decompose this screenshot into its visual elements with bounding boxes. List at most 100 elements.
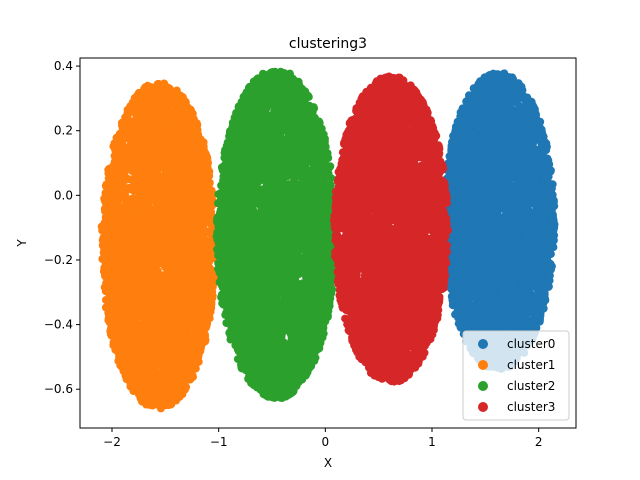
- series-cluster0: [438, 69, 559, 373]
- data-point: [456, 321, 465, 330]
- data-point: [475, 258, 484, 267]
- data-point: [525, 305, 534, 314]
- data-point: [520, 102, 529, 111]
- data-point: [485, 291, 494, 300]
- data-point: [450, 134, 459, 143]
- data-point: [504, 111, 513, 120]
- data-point: [497, 287, 506, 296]
- data-point: [459, 107, 468, 116]
- data-point: [528, 255, 537, 264]
- data-point: [544, 184, 552, 192]
- data-point: [485, 256, 494, 264]
- data-point: [470, 85, 479, 94]
- data-point: [536, 263, 545, 272]
- data-point: [518, 224, 527, 233]
- data-point: [495, 313, 504, 322]
- data-point: [489, 180, 498, 189]
- data-point: [489, 150, 497, 159]
- data-point: [531, 323, 540, 332]
- data-point: [509, 75, 518, 84]
- data-point: [520, 163, 529, 172]
- data-point: [472, 94, 481, 103]
- data-point: [465, 154, 474, 163]
- data-point: [538, 292, 547, 301]
- points-layer: [97, 67, 559, 413]
- data-point: [486, 90, 495, 99]
- data-point: [484, 242, 493, 251]
- data-point: [502, 138, 511, 147]
- data-point: [517, 184, 526, 193]
- data-point: [496, 91, 505, 100]
- data-point: [467, 105, 476, 113]
- data-point: [518, 114, 527, 123]
- data-point: [530, 145, 539, 153]
- data-point: [490, 118, 499, 127]
- data-point: [498, 300, 507, 309]
- data-point: [480, 277, 489, 286]
- data-point: [469, 319, 478, 328]
- data-point: [516, 140, 525, 149]
- data-point: [494, 252, 503, 261]
- data-point: [536, 124, 545, 133]
- data-point: [488, 157, 497, 166]
- data-point: [516, 266, 525, 275]
- data-point: [458, 163, 467, 171]
- data-point: [539, 304, 548, 313]
- data-point: [464, 197, 473, 206]
- data-point: [519, 133, 528, 142]
- data-point: [512, 159, 521, 167]
- chart-title: clustering3: [289, 36, 367, 52]
- data-point: [507, 236, 516, 245]
- data-point: [459, 285, 468, 294]
- data-point: [515, 294, 523, 303]
- data-point: [547, 265, 555, 274]
- data-point: [538, 196, 547, 204]
- data-point: [482, 316, 491, 325]
- data-point: [524, 316, 533, 325]
- data-point: [512, 169, 521, 178]
- data-point: [531, 158, 540, 167]
- data-point: [451, 283, 460, 292]
- series-cluster1: [97, 79, 221, 413]
- data-point: [490, 100, 499, 109]
- data-point: [549, 197, 558, 206]
- data-point: [509, 134, 518, 143]
- data-point: [515, 321, 524, 330]
- data-point: [449, 189, 458, 198]
- data-point: [478, 203, 487, 212]
- data-point: [446, 174, 455, 183]
- data-point: [508, 302, 517, 311]
- data-point: [536, 204, 545, 212]
- data-point: [472, 266, 481, 275]
- data-point: [486, 141, 495, 149]
- data-point: [524, 279, 533, 288]
- data-point: [454, 252, 463, 260]
- data-point: [499, 173, 507, 182]
- data-point: [500, 147, 509, 156]
- data-point: [471, 292, 480, 301]
- data-point: [509, 281, 518, 289]
- data-point: [530, 131, 539, 140]
- data-point: [498, 222, 507, 231]
- data-point: [548, 217, 557, 226]
- data-point: [488, 167, 497, 176]
- data-point: [505, 184, 514, 193]
- data-point: [544, 283, 553, 291]
- data-point: [531, 296, 540, 305]
- data-point: [498, 277, 507, 286]
- data-point: [549, 236, 558, 245]
- data-point: [463, 123, 472, 132]
- data-point: [472, 238, 481, 247]
- data-point: [515, 177, 524, 186]
- data-point: [512, 254, 521, 263]
- data-point: [525, 262, 534, 271]
- data-point: [505, 206, 514, 215]
- data-point: [469, 165, 478, 174]
- data-point: [480, 164, 489, 173]
- data-point: [461, 146, 470, 155]
- data-point: [535, 254, 544, 262]
- data-point: [456, 308, 465, 317]
- data-point: [479, 223, 488, 232]
- data-point: [537, 273, 546, 282]
